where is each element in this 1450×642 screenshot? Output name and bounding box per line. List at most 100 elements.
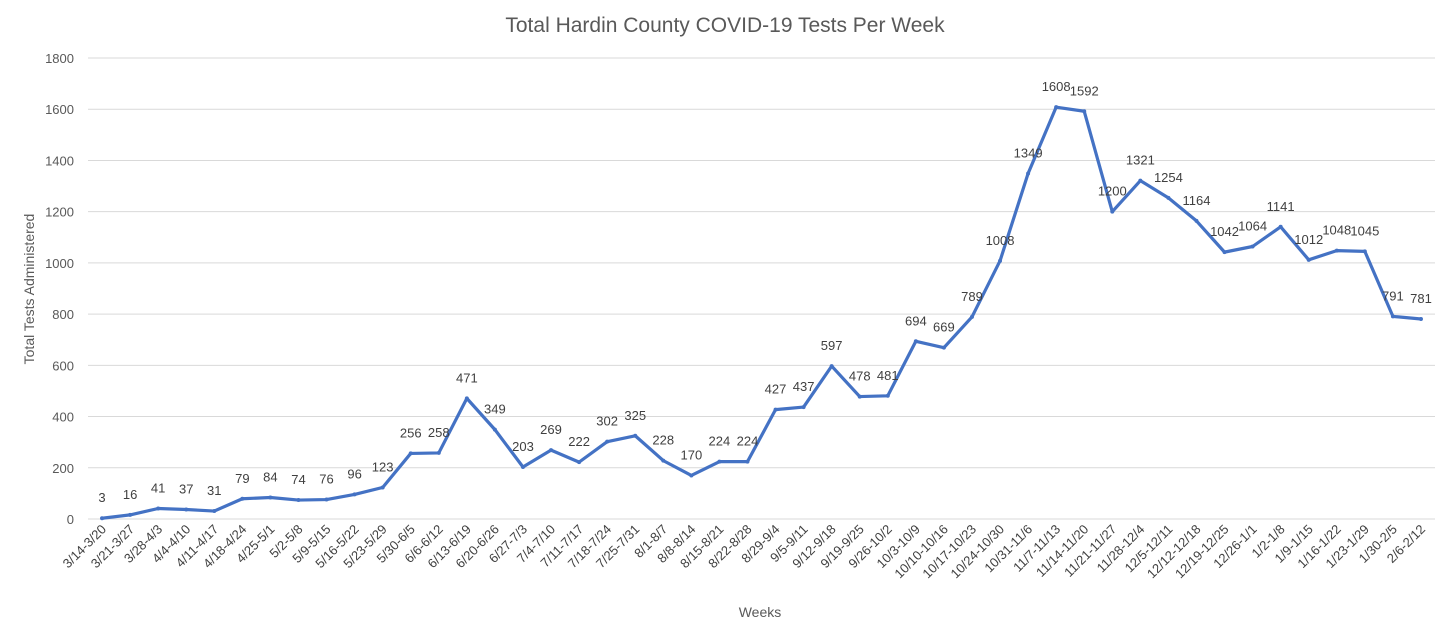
data-label: 471 (456, 370, 478, 385)
data-label: 41 (151, 480, 165, 495)
data-point (156, 506, 161, 511)
data-label: 1141 (1267, 199, 1295, 214)
data-point (268, 495, 273, 500)
x-axis-title: Weeks (739, 604, 782, 620)
data-label: 84 (263, 469, 277, 484)
y-tick-label: 200 (52, 461, 74, 476)
y-axis-ticks: 0 200 400 600 800 1000 1200 1400 1600 1800 (45, 51, 74, 527)
data-label: 258 (428, 425, 450, 440)
data-label: 302 (596, 414, 618, 429)
data-label: 1012 (1294, 232, 1323, 247)
data-point (1334, 248, 1339, 253)
data-label: 123 (372, 459, 394, 474)
data-point (100, 516, 105, 521)
data-point (1166, 195, 1171, 200)
series-total-tests (100, 105, 1423, 521)
y-tick-label: 1200 (45, 205, 74, 220)
data-label: 96 (347, 466, 361, 481)
data-point (1278, 224, 1283, 229)
data-point (352, 492, 357, 497)
y-tick-label: 400 (52, 410, 74, 425)
data-point (549, 448, 554, 453)
data-point (464, 396, 469, 401)
data-label: 1321 (1126, 153, 1155, 168)
data-label: 1164 (1182, 193, 1210, 208)
data-point (240, 496, 245, 501)
data-label: 222 (568, 434, 590, 449)
data-point (1250, 244, 1255, 249)
data-label: 74 (291, 472, 305, 487)
data-point (1110, 209, 1115, 214)
data-point (633, 433, 638, 438)
data-label: 1608 (1042, 79, 1071, 94)
data-label: 325 (624, 408, 646, 423)
data-label: 1064 (1238, 218, 1267, 233)
data-point (520, 465, 525, 470)
y-axis-title: Total Tests Administered (21, 214, 37, 365)
data-label: 203 (512, 439, 534, 454)
gridlines (88, 57, 1435, 520)
data-point (324, 497, 329, 502)
data-label: 3 (98, 490, 105, 505)
data-point (577, 460, 582, 465)
data-label: 1048 (1322, 223, 1351, 238)
data-label: 694 (905, 313, 927, 328)
data-point (717, 459, 722, 464)
data-point (492, 427, 497, 432)
data-label: 1042 (1210, 224, 1239, 239)
data-point (941, 345, 946, 350)
data-label: 76 (319, 472, 333, 487)
data-point (745, 459, 750, 464)
data-point (773, 407, 778, 412)
data-label: 349 (484, 402, 506, 417)
data-point (296, 498, 301, 503)
data-label: 269 (540, 422, 562, 437)
data-label: 791 (1382, 288, 1404, 303)
x-axis-ticks: 3/14-3/203/21-3/273/28-4/34/4-4/104/11-4… (60, 522, 1428, 582)
data-label: 1254 (1154, 170, 1183, 185)
data-point (857, 394, 862, 399)
data-label: 170 (680, 447, 702, 462)
data-label: 781 (1410, 291, 1432, 306)
y-tick-label: 1600 (45, 102, 74, 117)
data-point (969, 314, 974, 319)
data-labels: 3 16 41 37 31 79 84 74 76 96 123 256 258 471 349 203 269… (98, 79, 1431, 505)
data-point (1306, 257, 1311, 262)
data-label: 16 (123, 487, 137, 502)
data-label: 1045 (1350, 223, 1379, 238)
data-label: 79 (235, 471, 249, 486)
y-tick-label: 1000 (45, 256, 74, 271)
data-label: 597 (821, 338, 843, 353)
data-label: 481 (877, 368, 899, 383)
data-label: 789 (961, 289, 983, 304)
data-point (1054, 105, 1059, 110)
y-tick-label: 600 (52, 358, 74, 373)
data-point (885, 393, 890, 398)
data-point (689, 473, 694, 478)
data-point (1194, 218, 1199, 223)
data-label: 228 (652, 433, 674, 448)
data-label: 437 (793, 379, 815, 394)
data-label: 1349 (1014, 146, 1043, 161)
data-point (1026, 171, 1031, 176)
series-line (100, 105, 1423, 520)
data-point (212, 509, 217, 514)
data-point (1390, 314, 1395, 319)
data-point (1362, 249, 1367, 254)
chart-title: Total Hardin County COVID-19 Tests Per W… (505, 14, 945, 37)
data-point (913, 339, 918, 344)
data-point (408, 451, 413, 456)
data-point (436, 450, 441, 455)
data-point (829, 364, 834, 369)
data-point (184, 507, 189, 512)
data-point (1418, 316, 1423, 321)
data-point (661, 458, 666, 463)
data-label: 1592 (1070, 83, 1099, 98)
data-label: 478 (849, 369, 871, 384)
data-point (1138, 178, 1143, 183)
data-point (1082, 109, 1087, 114)
data-point (605, 439, 610, 444)
data-label: 1008 (986, 233, 1015, 248)
